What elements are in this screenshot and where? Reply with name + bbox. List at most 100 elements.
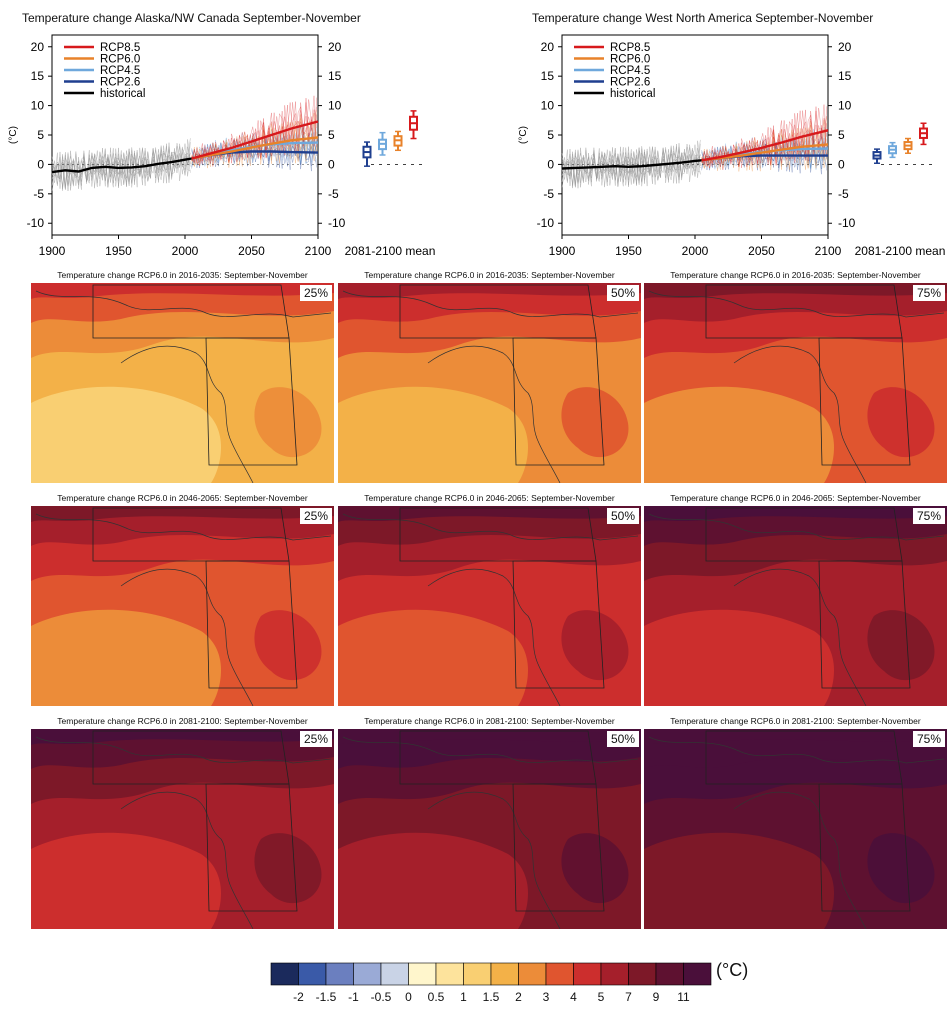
wna-y-tick-label-left: 20 [541, 40, 555, 54]
colorbar-swatch [463, 962, 492, 986]
alaska-y-tick-label-right: -5 [328, 187, 339, 201]
map-field [31, 506, 334, 706]
region-box-west-north-america [205, 337, 298, 466]
percentile-label: 50% [606, 731, 639, 747]
wna-x-tick-label: 1900 [549, 244, 576, 258]
chart-title-west-north-america: Temperature change West North America Se… [532, 11, 874, 25]
wna-line-historical [561, 159, 702, 170]
colorbar-tick-label: -1.5 [315, 990, 337, 1004]
wna-legend-label: RCP2.6 [610, 77, 650, 89]
wna-mean-box-rcp85 [919, 122, 928, 146]
map-title: Temperature change RCP6.0 in 2046-2065: … [670, 493, 921, 503]
alaska-line-rcp85 [191, 120, 319, 160]
alaska-mean-box-rcp45 [378, 131, 387, 156]
alaska-x-tick-label: 2000 [172, 244, 199, 258]
alaska-mean-box-rcp26 [362, 141, 372, 167]
alaska-y-tick-label-left: 0 [37, 157, 44, 171]
percentile-label: 50% [606, 508, 639, 524]
colorbar-tick-label: 0.5 [427, 990, 445, 1004]
alaska-line-historical [51, 157, 192, 174]
colorbar-tick-label: 2 [515, 990, 522, 1004]
map-field [644, 283, 947, 483]
map-title: Temperature change RCP6.0 in 2081-2100: … [364, 716, 615, 726]
map-field [338, 506, 641, 706]
alaska-y-tick-label-left: 10 [31, 99, 45, 113]
region-box-west-north-america [205, 783, 298, 912]
map-field [31, 283, 334, 483]
map-panel: 50% [338, 283, 641, 483]
wna-legend-label: RCP4.5 [610, 65, 650, 77]
wna-y-tick-label-left: -5 [543, 187, 554, 201]
alaska-mean-axis-label: 2081-2100 mean [345, 244, 436, 258]
alaska-line-rcp60 [191, 136, 319, 160]
percentile-label: 75% [912, 508, 945, 524]
percentile-label: 50% [606, 285, 639, 301]
colorbar-swatch [545, 962, 574, 986]
map-field [644, 506, 947, 706]
map-title: Temperature change RCP6.0 in 2046-2065: … [57, 493, 308, 503]
alaska-y-tick-label-left: -5 [33, 187, 44, 201]
wna-y-tick-label-right: 20 [838, 40, 852, 54]
alaska-y-axis-label: (°C) [8, 126, 19, 144]
wna-y-tick-label-right: -5 [838, 187, 849, 201]
wna-legend-label: RCP8.5 [610, 42, 650, 54]
colorbar-tick-label: 9 [652, 990, 660, 1004]
map-title: Temperature change RCP6.0 in 2016-2035: … [57, 270, 308, 280]
chart-title-alaska: Temperature change Alaska/NW Canada Sept… [22, 11, 361, 25]
timeseries-chart-west-north-america: 1900 1950 2000 2050 2100 20 20 15 15 10 10 5 5 0 0 -5 -5… [518, 34, 946, 258]
colorbar-swatch [518, 962, 547, 986]
alaska-y-tick-label-left: 5 [37, 128, 44, 142]
alaska-y-tick-label-right: 0 [328, 157, 335, 171]
alaska-x-tick-label: 2050 [238, 244, 265, 258]
colorbar-swatch [380, 962, 409, 986]
wna-y-tick-label-right: -10 [838, 216, 856, 230]
region-box-west-north-america [818, 337, 911, 466]
map-panel: 75% [644, 506, 947, 706]
colorbar-tick-label: -1 [348, 990, 359, 1004]
region-box-west-north-america [205, 560, 298, 689]
wna-y-tick-label-left: -10 [537, 216, 555, 230]
map-panel: 50% [338, 729, 641, 929]
region-box-west-north-america [512, 783, 605, 912]
wna-y-tick-label-left: 10 [541, 99, 555, 113]
colorbar-swatch [353, 962, 382, 986]
map-panel: 25% [31, 283, 334, 483]
region-box-west-north-america [512, 337, 605, 466]
map-title: Temperature change RCP6.0 in 2046-2065: … [364, 493, 615, 503]
map-panel: 25% [31, 729, 334, 929]
alaska-legend-label: RCP4.5 [100, 65, 140, 77]
alaska-mean-box-rcp85 [409, 110, 418, 140]
alaska-y-tick-label-right: 5 [328, 128, 335, 142]
wna-y-tick-label-left: 0 [547, 157, 554, 171]
percentile-label: 75% [912, 731, 945, 747]
colorbar-tick-label: 1 [460, 990, 467, 1004]
colorbar-tick-label: -0.5 [370, 990, 392, 1004]
alaska-y-tick-label-right: 10 [328, 99, 342, 113]
colorbar-swatch [573, 962, 602, 986]
map-title: Temperature change RCP6.0 in 2081-2100: … [670, 716, 921, 726]
alaska-legend-label: historical [100, 88, 145, 100]
wna-y-tick-label-right: 0 [838, 157, 845, 171]
wna-y-tick-label-right: 5 [838, 128, 845, 142]
map-panel: 25% [31, 506, 334, 706]
colorbar-swatch [325, 962, 354, 986]
colorbar-swatch [270, 962, 299, 986]
map-title: Temperature change RCP6.0 in 2016-2035: … [364, 270, 615, 280]
alaska-legend-label: RCP6.0 [100, 54, 140, 66]
map-panel: 75% [644, 729, 947, 929]
colorbar-swatch [655, 962, 684, 986]
percentile-label: 25% [299, 731, 332, 747]
colorbar [270, 962, 712, 986]
colorbar-tick-label: 5 [597, 990, 605, 1004]
map-field [644, 729, 947, 929]
wna-mean-axis-label: 2081-2100 mean [855, 244, 946, 258]
map-panel: 75% [644, 283, 947, 483]
alaska-y-tick-label-right: -10 [328, 216, 346, 230]
colorbar-swatch [298, 962, 327, 986]
colorbar-swatch [628, 962, 657, 986]
colorbar-tick-label: 11 [677, 990, 690, 1004]
region-box-west-north-america [818, 783, 911, 912]
wna-y-tick-label-right: 10 [838, 99, 852, 113]
alaska-y-tick-label-left: 15 [31, 69, 45, 83]
map-title: Temperature change RCP6.0 in 2081-2100: … [57, 716, 308, 726]
